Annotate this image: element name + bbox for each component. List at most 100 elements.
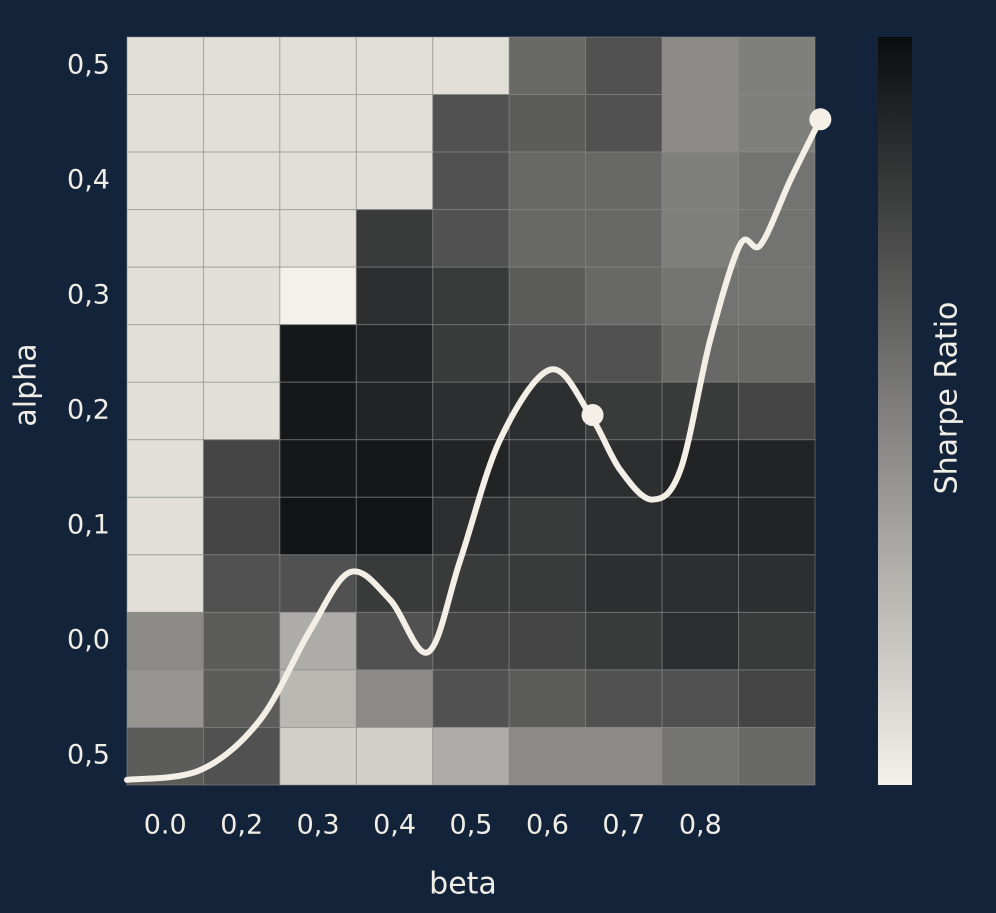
- y-tick-label: 0,5: [67, 740, 110, 771]
- heatmap-cell: [585, 151, 663, 211]
- heatmap-cell: [661, 726, 740, 786]
- heatmap-cell: [355, 209, 434, 268]
- heatmap-cell: [126, 554, 204, 613]
- heatmap-cell: [202, 36, 281, 96]
- heatmap-cell: [508, 554, 587, 613]
- y-tick-label: 0,1: [67, 510, 110, 541]
- heatmap-cell: [508, 726, 587, 786]
- heatmap-cell: [738, 726, 816, 786]
- heatmap-cell: [355, 439, 434, 498]
- heatmap-cell: [432, 726, 510, 786]
- heatmap-cell: [279, 381, 357, 441]
- heatmap-cell: [279, 726, 357, 786]
- heatmap-cell: [508, 266, 587, 326]
- heatmap-cell: [126, 496, 204, 556]
- y-tick-label: 0,4: [67, 164, 110, 195]
- heatmap-cell: [355, 496, 434, 556]
- x-tick-label: 0,7: [602, 810, 645, 841]
- heatmap-cell: [279, 439, 357, 498]
- heatmap-cell: [202, 151, 281, 211]
- heatmap-cell: [508, 151, 587, 211]
- heatmap-cell: [279, 266, 357, 326]
- heatmap-cell: [508, 94, 587, 153]
- heatmap-cell: [279, 209, 357, 268]
- heatmap-cell: [279, 324, 357, 383]
- heatmap-cell: [585, 669, 663, 728]
- x-tick-label: 0,3: [297, 810, 340, 841]
- heatmap-cell: [279, 36, 357, 96]
- heatmap-cell: [279, 151, 357, 211]
- heatmap-cell: [585, 611, 663, 671]
- y-tick-label: 0,2: [67, 395, 110, 426]
- heatmap-cell: [661, 36, 740, 96]
- heatmap-cell: [585, 36, 663, 96]
- heatmap-cell: [508, 611, 587, 671]
- heatmap-cell: [279, 669, 357, 728]
- heatmap-cell: [432, 324, 510, 383]
- heatmap-cell: [738, 94, 816, 153]
- curve-point: [809, 108, 832, 131]
- heatmap-cell: [738, 151, 816, 211]
- heatmap-cell: [355, 669, 434, 728]
- heatmap-cell: [126, 94, 204, 153]
- heatmap-cell: [126, 209, 204, 268]
- x-tick-label: 0,8: [679, 810, 722, 841]
- heatmap-cell: [202, 209, 281, 268]
- heatmap-cell: [432, 381, 510, 441]
- heatmap-cell: [279, 496, 357, 556]
- heatmap-cell: [432, 266, 510, 326]
- heatmap-cell: [661, 94, 740, 153]
- heatmap-cell: [508, 36, 587, 96]
- heatmap: [126, 36, 816, 786]
- x-axis-title: beta: [429, 867, 497, 902]
- heatmap-cell: [126, 266, 204, 326]
- heatmap-cell: [202, 381, 281, 441]
- heatmap-cell: [508, 496, 587, 556]
- heatmap-cell: [432, 94, 510, 153]
- heatmap-cell: [585, 324, 663, 383]
- heatmap-cell: [738, 611, 816, 671]
- heatmap-cell: [432, 669, 510, 728]
- heatmap-cell: [738, 381, 816, 441]
- x-tick-label: 0,5: [450, 810, 493, 841]
- heatmap-cell: [432, 554, 510, 613]
- heatmap-cell: [508, 209, 587, 268]
- heatmap-cell: [738, 36, 816, 96]
- y-tick-label: 0,3: [67, 279, 110, 310]
- heatmap-cell: [585, 209, 663, 268]
- heatmap-cell: [126, 324, 204, 383]
- colorbar: [878, 37, 912, 785]
- heatmap-cell: [126, 669, 204, 728]
- heatmap-cell: [738, 439, 816, 498]
- heatmap-cell: [585, 554, 663, 613]
- heatmap-cell: [661, 151, 740, 211]
- heatmap-cell: [355, 726, 434, 786]
- heatmap-cell: [355, 151, 434, 211]
- x-tick-label: 0,6: [526, 810, 569, 841]
- heatmap-cell: [202, 439, 281, 498]
- x-tick-label: 0,4: [373, 810, 416, 841]
- heatmap-cell: [432, 36, 510, 96]
- heatmap-cell: [355, 324, 434, 383]
- heatmap-cell: [585, 496, 663, 556]
- heatmap-cell: [738, 669, 816, 728]
- heatmap-cell: [202, 266, 281, 326]
- heatmap-cell: [508, 439, 587, 498]
- heatmap-cell: [202, 611, 281, 671]
- curve-point: [581, 404, 604, 427]
- heatmap-cell: [585, 94, 663, 153]
- heatmap-cell: [126, 611, 204, 671]
- heatmap-cell: [355, 36, 434, 96]
- heatmap-cell: [432, 151, 510, 211]
- heatmap-cell: [585, 726, 663, 786]
- heatmap-cell: [355, 94, 434, 153]
- heatmap-cell: [432, 209, 510, 268]
- heatmap-cell: [661, 669, 740, 728]
- heatmap-cell: [126, 439, 204, 498]
- heatmap-cell: [126, 36, 204, 96]
- heatmap-cell: [508, 669, 587, 728]
- heatmap-cell: [279, 94, 357, 153]
- heatmap-cell: [279, 554, 357, 613]
- heatmap-cell: [738, 496, 816, 556]
